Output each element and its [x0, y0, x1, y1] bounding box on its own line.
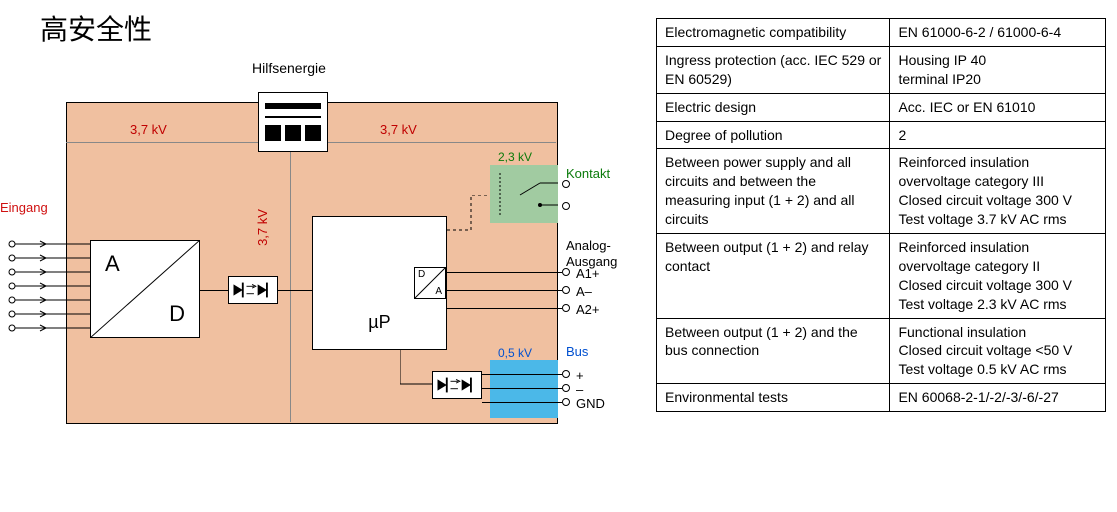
spec-param-cell: Environmental tests — [657, 384, 890, 412]
input-terminals — [0, 230, 90, 350]
spec-value-cell: Functional insulationClosed circuit volt… — [890, 318, 1106, 384]
spec-value-cell: Reinforced insulationovervoltage categor… — [890, 234, 1106, 319]
spec-param-cell: Degree of pollution — [657, 121, 890, 149]
da-letter-d: D — [418, 269, 425, 280]
table-row: Environmental testsEN 60068-2-1/-2/-3/-6… — [657, 384, 1106, 412]
table-row: Between output (1 + 2) and relay contact… — [657, 234, 1106, 319]
table-row: Electromagnetic compatibilityEN 61000-6-… — [657, 19, 1106, 47]
microprocessor-block: µP D A — [312, 216, 447, 350]
spec-value-cell: Housing IP 40terminal IP20 — [890, 46, 1106, 93]
spec-param-cell: Ingress protection (acc. IEC 529 or EN 6… — [657, 46, 890, 93]
table-row: Electric designAcc. IEC or EN 61010 — [657, 93, 1106, 121]
spec-param-cell: Between output (1 + 2) and relay contact — [657, 234, 890, 319]
table-row: Ingress protection (acc. IEC 529 or EN 6… — [657, 46, 1106, 93]
spec-table: Electromagnetic compatibilityEN 61000-6-… — [656, 18, 1106, 412]
analog-pin-aminus: A– — [576, 284, 592, 299]
microprocessor-label: µP — [368, 312, 390, 333]
kv-label-top-left: 3,7 kV — [130, 122, 167, 137]
table-row: Between power supply and all circuits an… — [657, 149, 1106, 234]
spec-param-cell: Between output (1 + 2) and the bus conne… — [657, 318, 890, 384]
analog-ausgang-line1: Analog- — [566, 238, 611, 253]
bus-pin-gnd: GND — [576, 396, 605, 411]
kv-label-top-right: 3,7 kV — [380, 122, 417, 137]
hilfsenergie-label: Hilfsenergie — [252, 60, 326, 76]
optocoupler-2 — [432, 371, 482, 399]
kv-kontakt: 2,3 kV — [498, 150, 532, 164]
spec-value-cell: EN 60068-2-1/-2/-3/-6/-27 — [890, 384, 1106, 412]
spec-param-cell: Electromagnetic compatibility — [657, 19, 890, 47]
ad-letter-d: D — [169, 301, 185, 327]
spec-param-cell: Between power supply and all circuits an… — [657, 149, 890, 234]
bus-block — [490, 360, 558, 418]
optocoupler-1 — [228, 276, 278, 304]
analog-pin-a1plus: A1+ — [576, 266, 600, 281]
spec-value-cell: Reinforced insulationovervoltage categor… — [890, 149, 1106, 234]
table-row: Between output (1 + 2) and the bus conne… — [657, 318, 1106, 384]
analog-pin-a2plus: A2+ — [576, 302, 600, 317]
kontakt-label: Kontakt — [566, 166, 610, 181]
spec-value-cell: Acc. IEC or EN 61010 — [890, 93, 1106, 121]
spec-value-cell: 2 — [890, 121, 1106, 149]
spec-value-cell: EN 61000-6-2 / 61000-6-4 — [890, 19, 1106, 47]
page-title: 高安全性 — [40, 8, 152, 48]
da-converter-block: D A — [414, 267, 446, 299]
bus-pin-minus: – — [576, 382, 583, 397]
power-supply-block — [258, 92, 328, 152]
bus-label: Bus — [566, 344, 588, 359]
spec-param-cell: Electric design — [657, 93, 890, 121]
relay-contact-block — [490, 165, 558, 223]
ad-converter-block: A D — [90, 240, 200, 338]
kv-label-vertical: 3,7 kV — [255, 209, 270, 246]
da-letter-a: A — [435, 286, 442, 297]
table-row: Degree of pollution2 — [657, 121, 1106, 149]
block-diagram: Hilfsenergie 3,7 kV 3,7 kV 3,7 kV Eingan… — [0, 80, 640, 480]
bus-pin-plus: + — [576, 368, 584, 383]
ad-letter-a: A — [105, 251, 120, 277]
kv-bus: 0,5 kV — [498, 346, 532, 360]
eingang-label: Eingang — [0, 200, 48, 215]
